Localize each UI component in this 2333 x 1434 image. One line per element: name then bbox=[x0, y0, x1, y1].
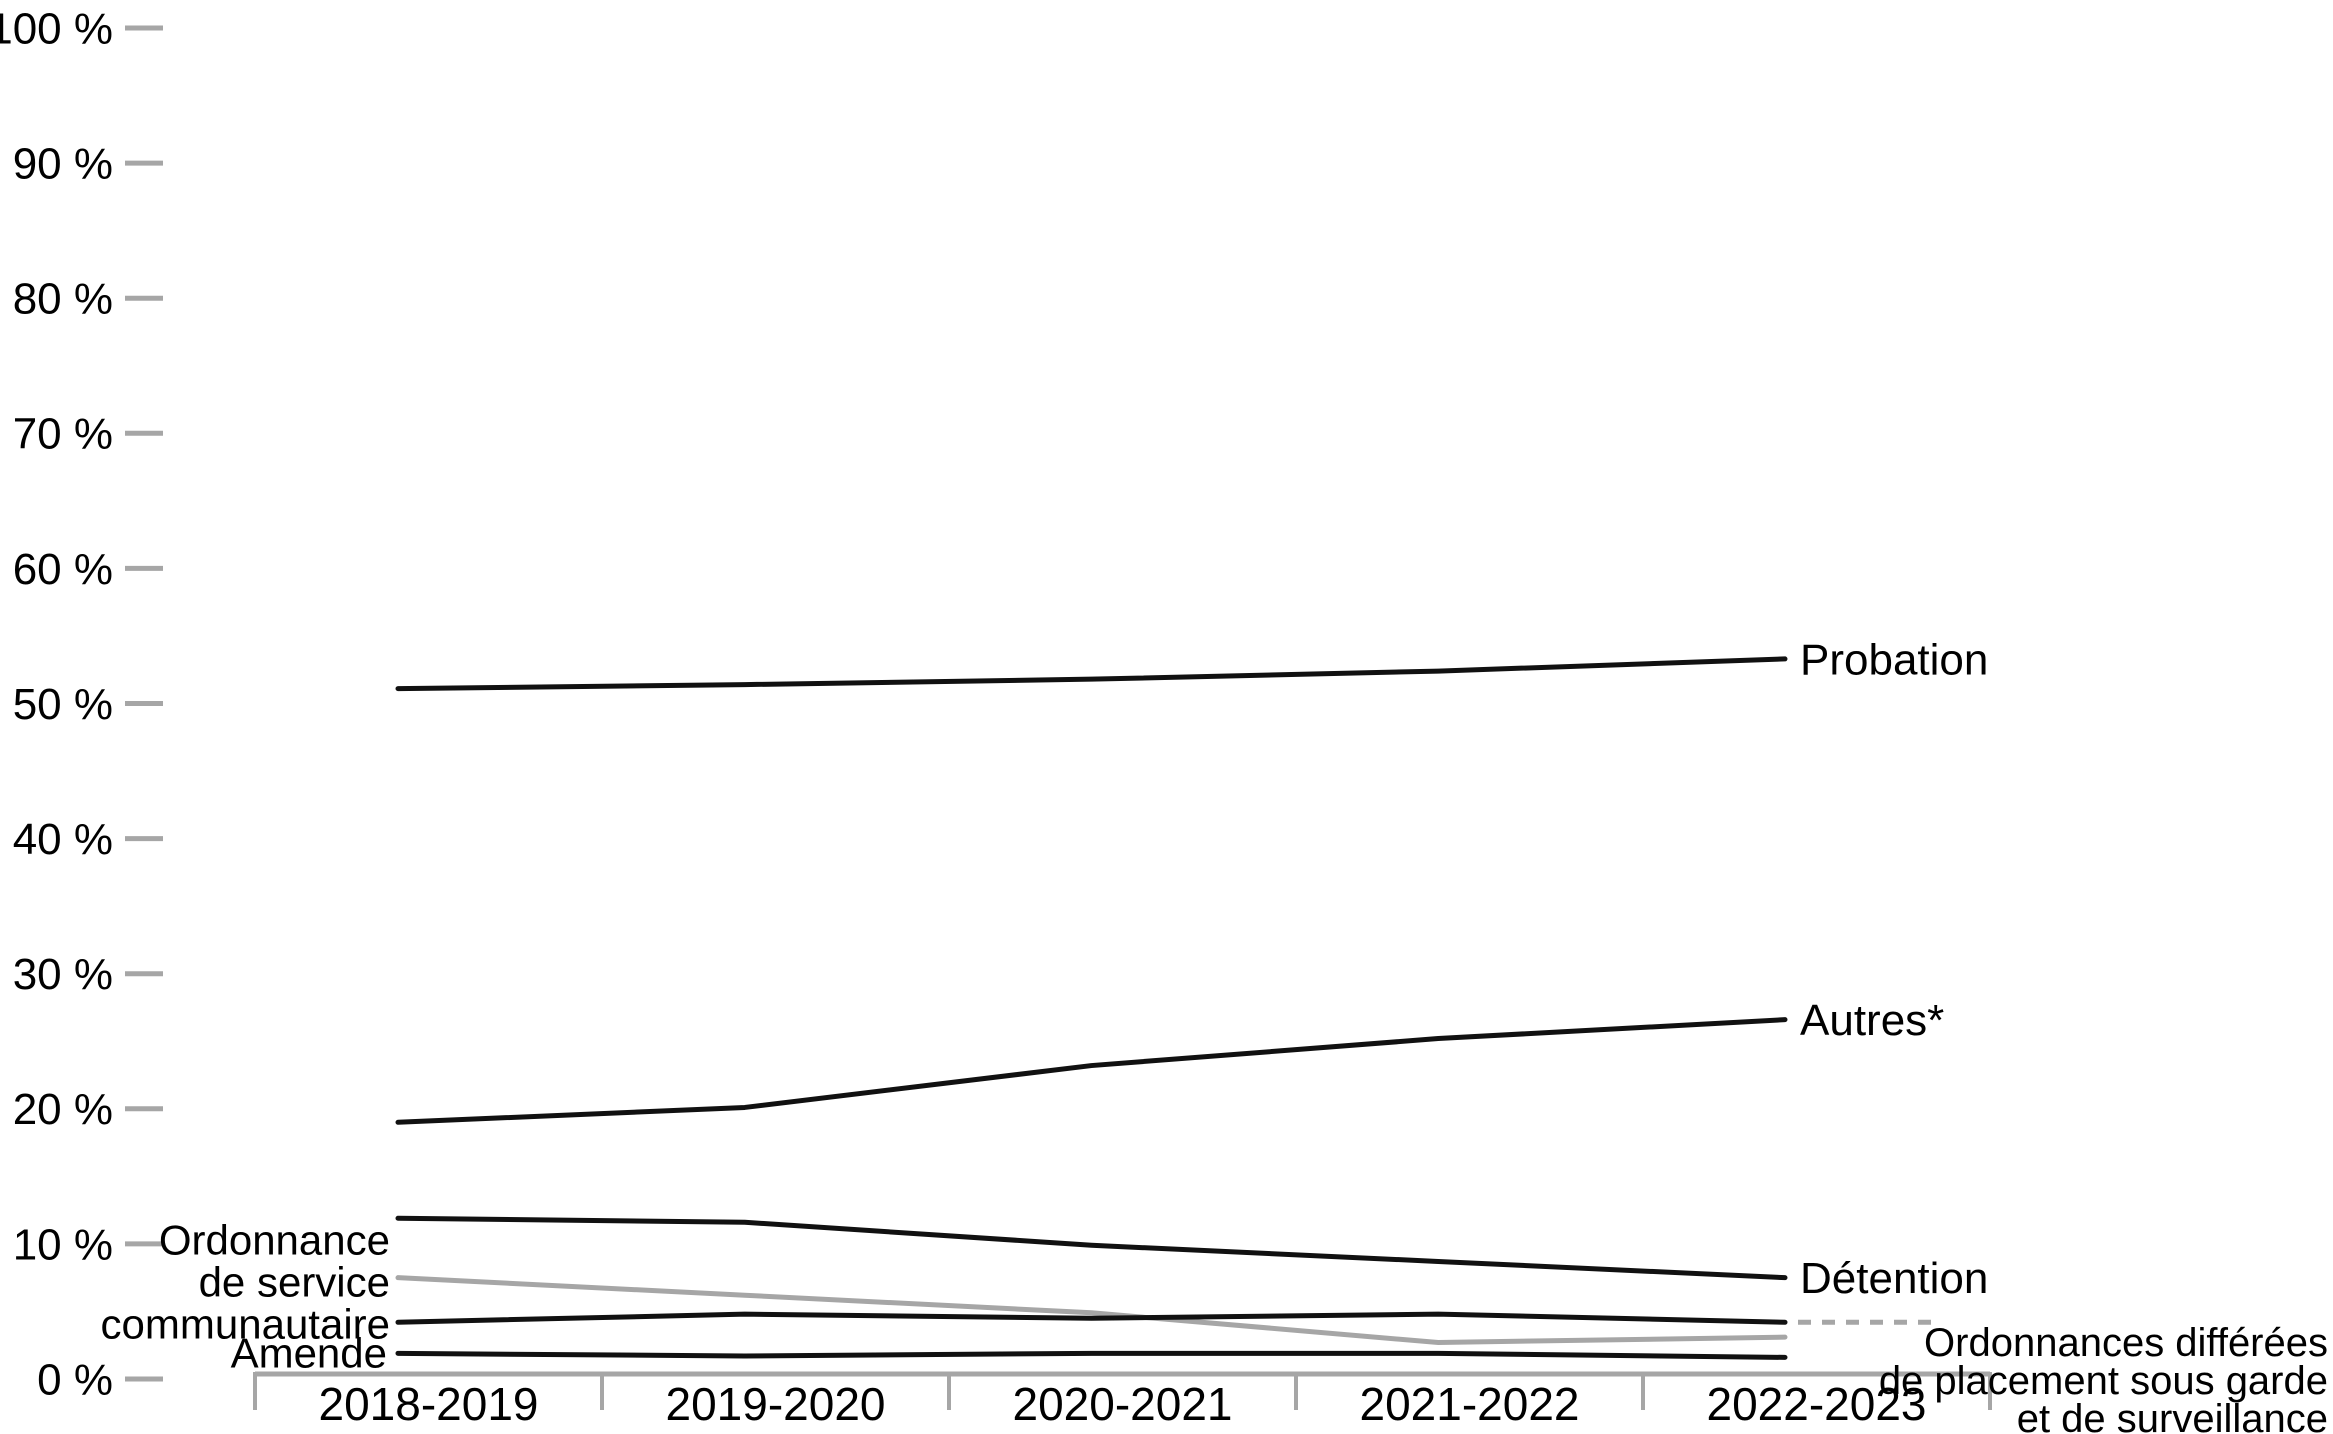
series-line-ordonnance-service-communautaire bbox=[395, 1275, 1788, 1346]
y-axis-tick-label: 50 % bbox=[13, 680, 113, 729]
series-line-probation bbox=[395, 656, 1788, 692]
y-axis-tick-label: 100 % bbox=[0, 4, 113, 53]
series-label-ordonnance-service-communautaire-line2: de service bbox=[199, 1259, 390, 1306]
series-label-ordonnances-differees-line1: Ordonnances différées bbox=[1924, 1321, 2328, 1365]
series-label-amende: Amende bbox=[231, 1330, 387, 1377]
y-axis-tick-label: 30 % bbox=[13, 950, 113, 999]
y-axis-tick-label: 10 % bbox=[13, 1220, 113, 1269]
series-label-ordonnances-differees-line3: et de surveillance bbox=[2017, 1397, 2328, 1434]
x-axis-label: 2020-2021 bbox=[1013, 1378, 1233, 1430]
series-line-ordonnances-differees bbox=[395, 1311, 1788, 1325]
series-line-autres bbox=[395, 1017, 1788, 1125]
y-axis-tick-label: 90 % bbox=[13, 140, 113, 189]
series-label-autres: Autres* bbox=[1800, 996, 1944, 1045]
series-label-probation: Probation bbox=[1800, 635, 1988, 684]
x-axis-label: 2021-2022 bbox=[1360, 1378, 1580, 1430]
series-label-ordonnance-service-communautaire-line1: Ordonnance bbox=[159, 1217, 390, 1264]
y-axis-tick-label: 0 % bbox=[37, 1355, 113, 1404]
x-axis-label: 2022-2023 bbox=[1707, 1378, 1927, 1430]
x-axis-label: 2019-2020 bbox=[666, 1378, 886, 1430]
y-axis-tick-label: 80 % bbox=[13, 275, 113, 324]
series-label-ordonnances-differees-line2: de placement sous garde bbox=[1879, 1359, 2328, 1403]
y-axis-tick-label: 70 % bbox=[13, 410, 113, 459]
y-axis-tick-label: 40 % bbox=[13, 815, 113, 864]
series-label-detention: Détention bbox=[1800, 1254, 1988, 1303]
x-axis-label: 2018-2019 bbox=[319, 1378, 539, 1430]
series-line-detention bbox=[395, 1215, 1788, 1281]
series-label-ordonnance-service-communautaire-line3: communautaire bbox=[101, 1301, 390, 1348]
series-line-amende bbox=[395, 1350, 1788, 1360]
y-axis-tick-label: 20 % bbox=[13, 1085, 113, 1134]
y-axis-tick-label: 60 % bbox=[13, 545, 113, 594]
